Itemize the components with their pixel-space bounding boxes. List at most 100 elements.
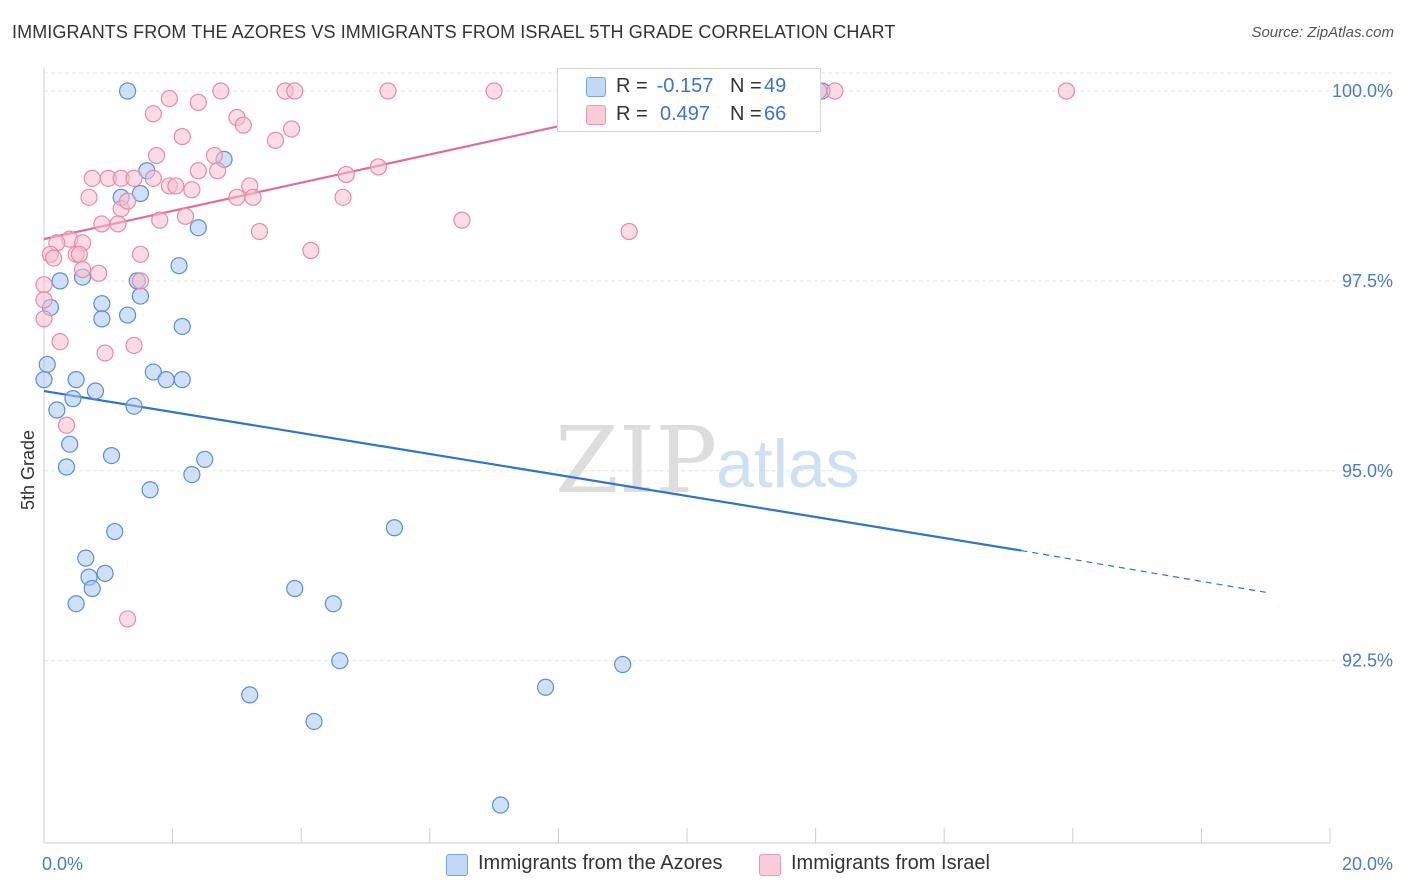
- legend-swatch-pink: [586, 105, 606, 125]
- point-azores: [51, 272, 69, 290]
- point-azores: [141, 481, 159, 499]
- point-israel: [93, 215, 111, 233]
- point-azores: [67, 595, 85, 613]
- point-azores: [385, 519, 404, 537]
- point-azores: [118, 306, 137, 324]
- trend-line-azores: [43, 389, 1022, 552]
- point-israel: [109, 215, 127, 233]
- point-israel: [131, 272, 150, 290]
- point-azores: [189, 219, 207, 237]
- point-israel: [266, 131, 285, 149]
- y-tick-label: 92.5%: [1342, 651, 1393, 671]
- point-azores: [241, 686, 259, 704]
- tick-labels: 92.5% 95.0% 97.5% 100.0% 0.0% 20.0%: [42, 81, 1393, 874]
- point-israel: [147, 146, 166, 165]
- series-swatch-pink: [759, 854, 781, 876]
- point-azores: [286, 579, 304, 598]
- watermark: ZIP atlas: [555, 407, 860, 514]
- point-israel: [286, 82, 304, 100]
- point-israel: [228, 188, 246, 206]
- point-azores: [125, 397, 143, 415]
- point-israel: [234, 116, 252, 134]
- series-swatch-blue: [446, 854, 468, 876]
- point-israel: [131, 245, 150, 263]
- point-azores: [35, 371, 53, 389]
- x-tick-label: 20.0%: [1342, 854, 1393, 874]
- point-azores: [331, 652, 349, 670]
- point-israel: [282, 120, 301, 138]
- point-israel: [189, 93, 207, 111]
- series-legend: Immigrants from the Azores Immigrants fr…: [0, 851, 1406, 879]
- point-israel: [96, 344, 114, 362]
- legend-r-value: -0.157: [656, 75, 714, 97]
- point-azores: [86, 382, 105, 400]
- point-israel: [144, 169, 162, 187]
- legend-n-label: N =: [730, 75, 762, 97]
- point-israel: [51, 333, 69, 351]
- point-azores: [48, 401, 66, 419]
- point-azores: [144, 363, 162, 381]
- point-israel: [118, 610, 137, 628]
- point-israel: [125, 169, 143, 187]
- point-israel: [183, 181, 201, 199]
- series-legend-label: Immigrants from the Azores: [478, 852, 723, 874]
- point-israel: [1057, 82, 1075, 100]
- point-azores: [305, 712, 323, 731]
- point-israel: [250, 222, 269, 241]
- y-tick-label: 100.0%: [1332, 81, 1393, 101]
- point-israel: [826, 82, 844, 100]
- point-israel: [369, 158, 387, 176]
- point-israel: [90, 264, 108, 282]
- point-israel: [189, 162, 207, 180]
- legend-r-label: R =: [616, 75, 648, 97]
- point-azores: [67, 371, 85, 389]
- point-azores: [183, 465, 201, 484]
- point-israel: [176, 207, 195, 225]
- point-israel: [173, 127, 191, 146]
- source-label: Source: ZipAtlas.com: [1251, 24, 1394, 41]
- correlation-legend: R = -0.157 N = 49 R = 0.497 N = 66: [557, 68, 821, 132]
- point-azores: [118, 82, 137, 100]
- y-tick-label: 95.0%: [1342, 461, 1393, 481]
- point-azores: [173, 371, 191, 389]
- y-axis-title: 5th Grade: [18, 430, 38, 510]
- series-legend-label: Immigrants from Israel: [791, 852, 990, 874]
- point-azores: [157, 371, 175, 389]
- point-israel: [57, 416, 76, 434]
- point-azores: [102, 447, 121, 465]
- axes: [43, 68, 1331, 844]
- point-israel: [144, 105, 162, 123]
- point-azores: [64, 390, 82, 408]
- x-tick-label: 0.0%: [42, 854, 83, 874]
- point-israel: [73, 260, 92, 279]
- point-azores: [93, 295, 111, 313]
- point-israel: [160, 89, 178, 108]
- point-israel: [485, 82, 503, 100]
- point-israel: [35, 310, 53, 328]
- legend-row-israel: R = 0.497 N = 66: [558, 101, 820, 129]
- grid-lines: [44, 72, 1392, 662]
- point-israel: [35, 276, 53, 294]
- point-israel: [125, 336, 143, 355]
- point-israel: [334, 188, 352, 206]
- point-israel: [212, 82, 230, 100]
- legend-r-label: R =: [616, 103, 648, 125]
- point-israel: [45, 249, 63, 267]
- point-azores: [96, 564, 114, 582]
- watermark-atlas: atlas: [716, 426, 860, 502]
- legend-row-azores: R = -0.157 N = 49: [558, 73, 820, 101]
- point-israel: [302, 241, 320, 260]
- point-israel: [620, 222, 638, 241]
- point-azores: [83, 579, 101, 598]
- point-azores: [131, 184, 150, 203]
- point-israel: [35, 291, 53, 309]
- legend-r-value: 0.497: [659, 103, 711, 125]
- point-israel: [205, 146, 223, 165]
- point-israel: [337, 165, 355, 184]
- point-azores: [131, 287, 150, 305]
- chart-title: IMMIGRANTS FROM THE AZORES VS IMMIGRANTS…: [12, 22, 896, 42]
- point-israel: [70, 245, 88, 263]
- point-azores: [536, 678, 555, 696]
- point-azores: [324, 595, 342, 613]
- point-azores: [614, 655, 632, 674]
